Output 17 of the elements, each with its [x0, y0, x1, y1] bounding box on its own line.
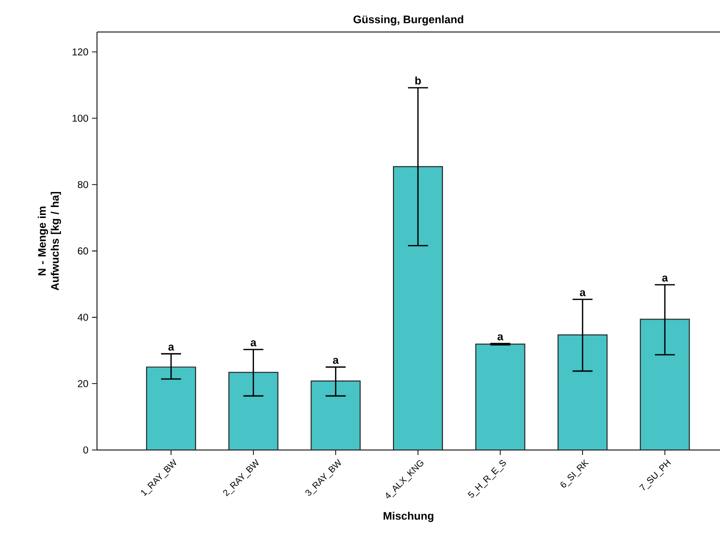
annotation: a — [332, 358, 339, 364]
annotation: b — [415, 76, 421, 85]
annotation: a — [662, 276, 668, 282]
annotation: a — [250, 340, 256, 346]
y-axis-title: N - Menge im Aufwuchs [kg / ha] — [38, 192, 62, 290]
y-tick-label: 0 — [83, 446, 88, 454]
y-tick-label: 120 — [72, 48, 88, 56]
y-tick-label: 100 — [72, 114, 88, 122]
y-tick-label: 60 — [78, 247, 88, 254]
chart-title: Güssing, Burgenland — [354, 15, 464, 26]
annotation: a — [498, 334, 504, 340]
y-tick-label: 20 — [78, 380, 88, 388]
y-tick-label: 40 — [78, 314, 88, 321]
annotation: a — [580, 290, 586, 296]
x-axis-title: Mischung — [384, 512, 434, 522]
annotation: a — [168, 344, 174, 351]
y-tick-label: 80 — [78, 181, 88, 188]
